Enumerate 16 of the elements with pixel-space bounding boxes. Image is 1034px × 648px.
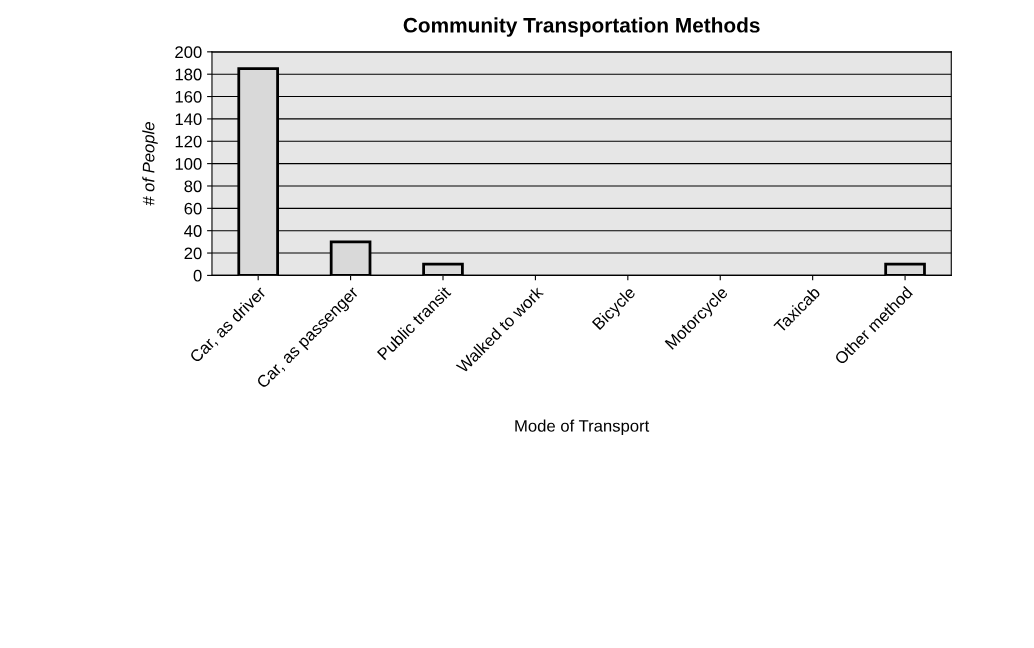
chart-title: Community Transportation Methods	[403, 17, 760, 37]
y-tick-label: 20	[184, 247, 202, 260]
bar	[884, 262, 926, 276]
y-tick-label: 60	[184, 202, 202, 215]
y-tick-label: 160	[175, 90, 202, 103]
y-tick-label: 140	[175, 113, 202, 126]
y-axis-title: # of People	[142, 122, 158, 206]
x-axis-title: Mode of Transport	[515, 419, 650, 436]
y-tick-label: 200	[175, 46, 202, 59]
bar	[422, 262, 464, 276]
y-tick-label: 40	[184, 225, 202, 237]
y-tick-label: 120	[175, 135, 202, 148]
y-tick-label: 80	[184, 180, 202, 193]
y-tick-label: 100	[175, 158, 202, 170]
y-tick-label: 180	[175, 68, 202, 81]
y-tick-label: 0	[193, 269, 202, 282]
